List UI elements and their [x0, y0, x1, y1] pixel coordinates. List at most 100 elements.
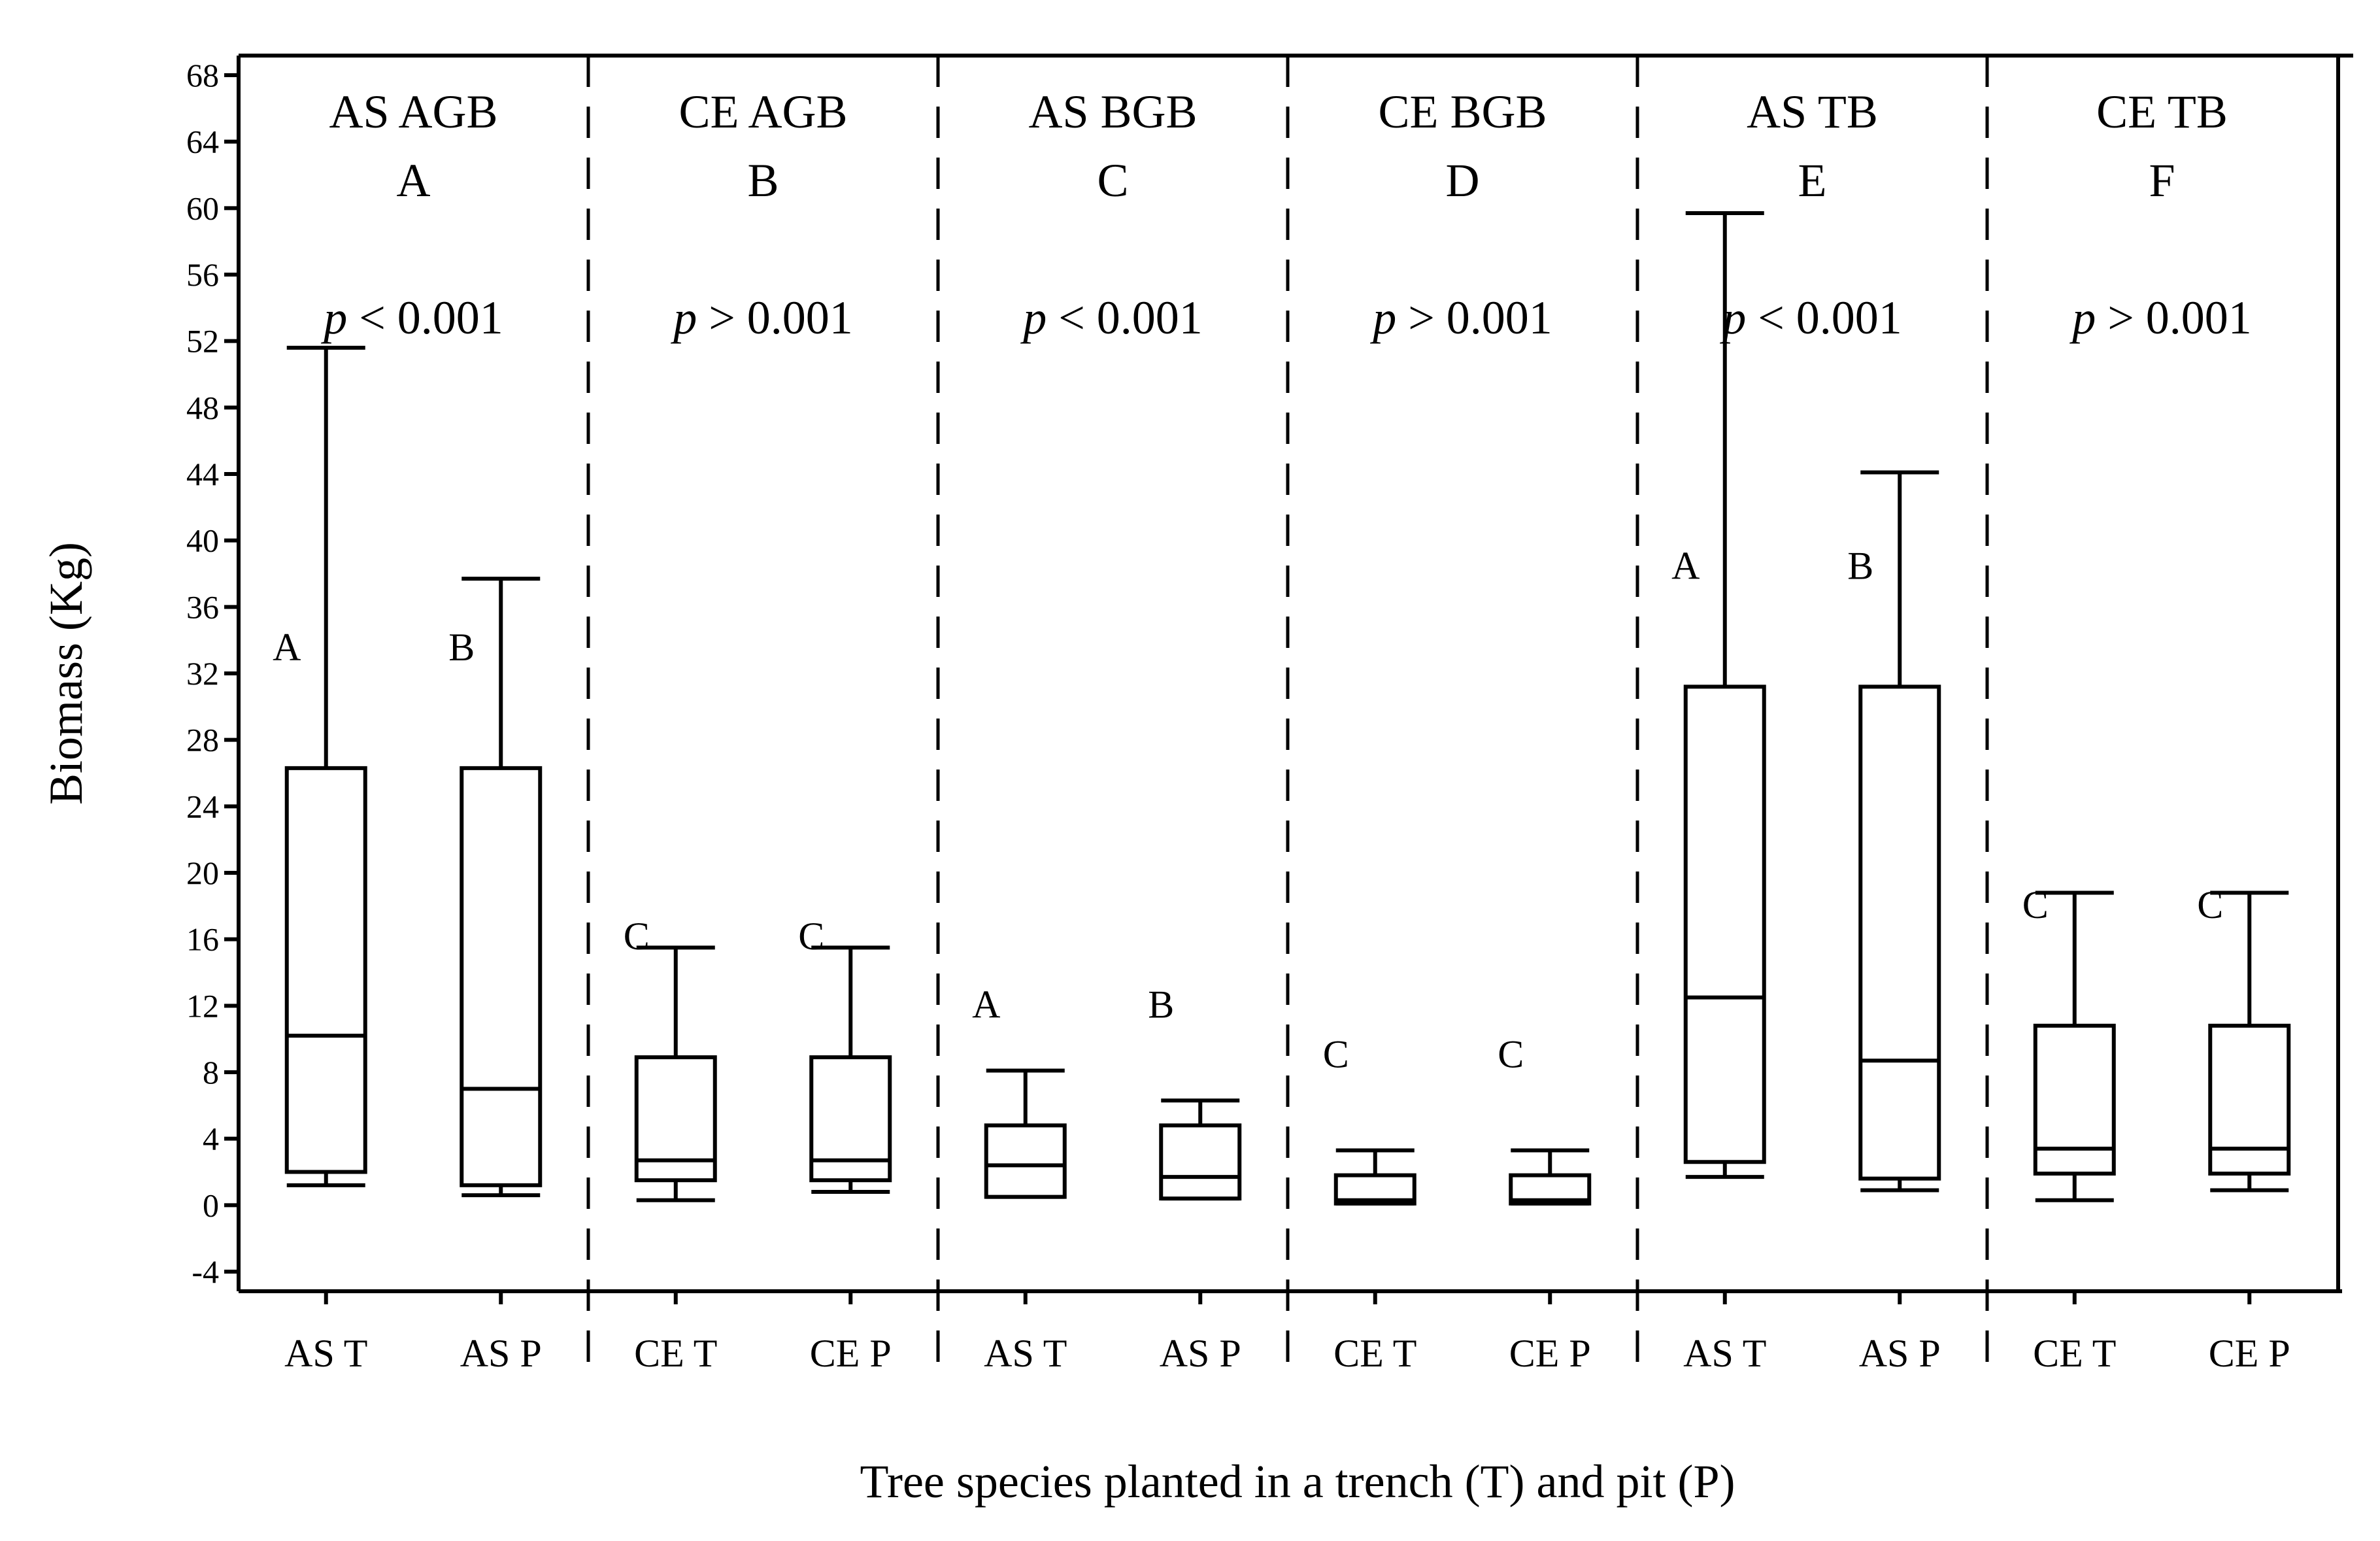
p-value: p < 0.001 [1020, 292, 1203, 344]
y-tick-label: -4 [192, 1253, 219, 1290]
significance-letter: B [1148, 983, 1174, 1026]
p-symbol: p [1369, 292, 1396, 344]
p-symbol: p [2069, 292, 2096, 344]
box-plot: C [624, 915, 717, 1202]
box-plot: B [448, 577, 543, 1198]
significance-letter: B [448, 626, 475, 669]
significance-letter: C [2022, 883, 2049, 926]
box-plot: A [972, 983, 1067, 1199]
x-tick-label: AS P [460, 1332, 542, 1375]
iqr-box [284, 766, 367, 1174]
x-tick-label: AS T [984, 1332, 1067, 1375]
panel-letter: D [1446, 154, 1480, 207]
box-plot: C [1323, 1033, 1416, 1206]
y-tick-label: 60 [186, 190, 219, 226]
significance-letter: A [972, 983, 1000, 1026]
y-tick-label: 20 [186, 855, 219, 891]
panel-letter: A [397, 154, 431, 207]
panel-letter: F [2149, 154, 2175, 207]
panel: CE BGB Dp > 0.001 C C [1323, 86, 1592, 1206]
x-tick-label: CE T [1333, 1332, 1416, 1375]
p-value-text: < 0.001 [1746, 292, 1902, 344]
iqr-box [1858, 685, 1941, 1181]
p-value-text: < 0.001 [347, 292, 503, 344]
p-value-text: < 0.001 [1047, 292, 1203, 344]
box-plot: C [2197, 883, 2291, 1193]
p-value: p < 0.001 [320, 292, 503, 344]
p-value: p < 0.001 [1719, 292, 1902, 344]
significance-letter: C [2197, 883, 2223, 926]
box-plot: C [2022, 883, 2116, 1202]
panel-title: AS BGB [1028, 86, 1197, 138]
y-tick-label: 4 [203, 1121, 219, 1157]
box-plot: C [1498, 1033, 1592, 1206]
x-axis-title: Tree species planted in a trench (T) and… [860, 1455, 1735, 1508]
significance-letter: C [798, 915, 824, 958]
x-tick-label: CE P [1509, 1332, 1591, 1375]
y-tick-label: 68 [186, 57, 219, 93]
panel-title: CE BGB [1378, 86, 1547, 138]
y-tick-label: 32 [186, 655, 219, 692]
p-symbol: p [1020, 292, 1047, 344]
y-tick-label: 16 [186, 921, 219, 958]
panel-title: CE TB [2096, 86, 2228, 138]
p-value: p > 0.001 [2069, 292, 2252, 344]
y-tick-label: 56 [186, 256, 219, 293]
iqr-box [984, 1123, 1067, 1199]
box-plot: C [798, 915, 892, 1194]
x-tick-label: AS T [284, 1332, 367, 1375]
p-value-text: > 0.001 [1396, 292, 1552, 344]
x-tick-label: AS T [1683, 1332, 1766, 1375]
panel-title: AS AGB [329, 86, 497, 138]
y-tick-label: 0 [203, 1187, 219, 1223]
significance-letter: B [1847, 544, 1873, 587]
x-tick-label: AS P [1160, 1332, 1241, 1375]
iqr-box [2208, 1023, 2291, 1176]
significance-letter: C [1498, 1033, 1524, 1076]
y-tick-label: 44 [186, 456, 219, 492]
y-tick-label: 64 [186, 124, 219, 160]
panel-letter: C [1097, 154, 1128, 207]
iqr-box [1159, 1123, 1242, 1201]
box-plot: B [1148, 983, 1242, 1201]
y-tick-label: 40 [186, 522, 219, 559]
panel: AS BGB Cp < 0.001 A B [972, 86, 1242, 1201]
significance-letter: A [1671, 544, 1700, 587]
p-symbol: p [320, 292, 347, 344]
panel: AS TB Ep < 0.001 A B [1671, 86, 1941, 1193]
y-tick-label: 12 [186, 987, 219, 1024]
significance-letter: C [624, 915, 650, 958]
p-symbol: p [670, 292, 697, 344]
p-value-text: > 0.001 [697, 292, 853, 344]
panel-dividers [586, 56, 1989, 1366]
iqr-box [2033, 1023, 2116, 1176]
y-tick-label: 28 [186, 722, 219, 758]
significance-letter: C [1323, 1033, 1349, 1076]
x-tick-label: CE P [2209, 1332, 2290, 1375]
panel-letter: E [1798, 154, 1827, 207]
panel: AS AGB Ap < 0.001 A B [273, 86, 543, 1198]
panel-title: CE AGB [679, 86, 847, 138]
panel: CE AGB Bp > 0.001 C C [624, 86, 892, 1202]
y-tick-label: 48 [186, 389, 219, 426]
panel-title: AS TB [1747, 86, 1878, 138]
y-tick-label: 24 [186, 788, 219, 824]
x-tick-label: CE T [2033, 1332, 2116, 1375]
iqr-box [460, 766, 543, 1187]
panel: CE TB Fp > 0.001 C C [2022, 86, 2291, 1202]
iqr-box [1683, 685, 1766, 1164]
significance-letter: A [273, 626, 301, 669]
x-tick-label: AS P [1859, 1332, 1941, 1375]
panel-letter: B [747, 154, 779, 207]
box-plot: B [1847, 470, 1941, 1193]
x-axis: AS T AS P CE T CE P AS T AS P CE T CE P AS T AS P… [239, 1289, 2342, 1375]
y-axis-title: Biomass (Kg) [40, 542, 92, 805]
p-value: p > 0.001 [1369, 292, 1552, 344]
y-tick-label: 36 [186, 588, 219, 625]
box-plot: A [1671, 211, 1766, 1179]
p-value-text: > 0.001 [2096, 292, 2252, 344]
p-value: p > 0.001 [670, 292, 853, 344]
